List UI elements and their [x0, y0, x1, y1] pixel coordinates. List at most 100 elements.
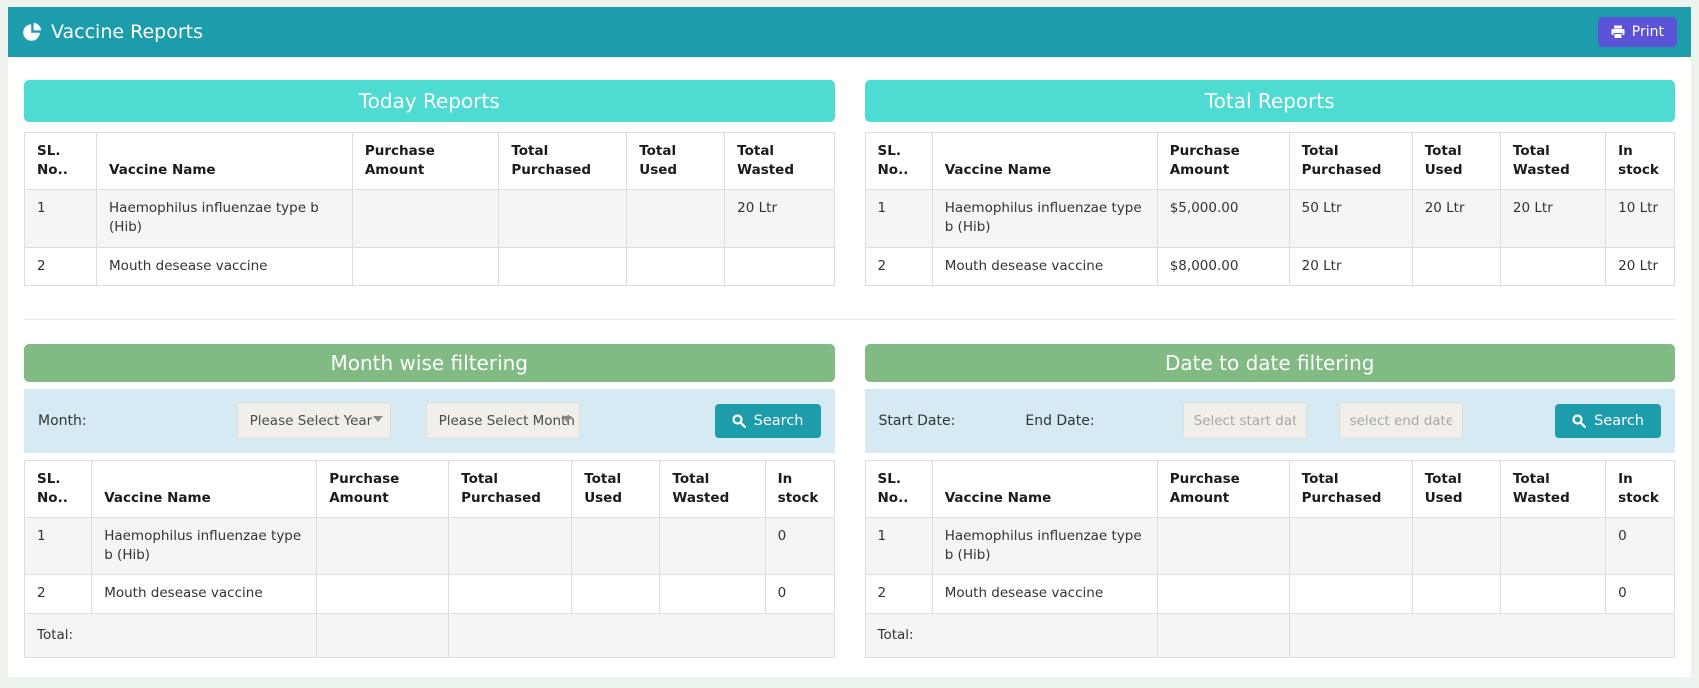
- today-reports-title: Today Reports: [358, 89, 500, 113]
- filtering-row: Month wise filtering Month: Please Selec…: [23, 343, 1676, 658]
- page-title: Vaccine Reports: [51, 21, 203, 43]
- total-reports-table: SL. No.. Vaccine Name Purchase Amount To…: [864, 131, 1676, 286]
- cell-total-purchase-amount: [316, 612, 450, 658]
- end-date-label: End Date:: [1025, 412, 1095, 429]
- column-header-in-stock: In stock: [764, 459, 835, 519]
- cell-total-rest: [1288, 612, 1676, 658]
- date-search-button[interactable]: Search: [1555, 403, 1661, 438]
- cell-total-wasted: [724, 246, 835, 286]
- month-filter-bar: Month: Please Select Year Please Select …: [24, 388, 835, 453]
- date-filter-table: SL. No.. Vaccine Name Purchase Amount To…: [864, 459, 1676, 658]
- column-header-sl-no: SL. No..: [864, 131, 933, 191]
- start-date-label: Start Date:: [878, 412, 956, 429]
- year-select[interactable]: Please Select Year: [236, 402, 391, 440]
- column-header-total-wasted: Total Wasted: [1499, 459, 1607, 519]
- cell-total-used: [1411, 574, 1501, 614]
- cell-in-stock: 0: [1605, 574, 1675, 614]
- print-button-label: Print: [1631, 24, 1664, 40]
- cell-total-purchased: 20 Ltr: [1288, 246, 1413, 286]
- column-header-sl-no: SL. No..: [23, 131, 98, 191]
- total-reports-header: Total Reports: [864, 80, 1675, 122]
- cell-total-used: [626, 246, 726, 286]
- cell-total-used: [1411, 517, 1501, 576]
- cell-sl: 1: [23, 517, 93, 576]
- table-header-row: SL. No.. Vaccine Name Purchase Amount To…: [864, 459, 1675, 519]
- cell-purchase-amount: [1156, 517, 1290, 576]
- cell-total-wasted: [659, 574, 766, 614]
- month-filter-header: Month wise filtering: [24, 343, 835, 382]
- table-header-row: SL. No.. Vaccine Name Purchase Amount To…: [864, 131, 1675, 191]
- column-header-total-used: Total Used: [626, 131, 726, 191]
- table-row: 2 Mouth desease vaccine 0: [23, 574, 835, 614]
- month-filter-title: Month wise filtering: [330, 350, 529, 375]
- print-button[interactable]: Print: [1597, 17, 1677, 47]
- cell-total-used: [571, 517, 661, 576]
- cell-total-wasted: [1499, 574, 1607, 614]
- cell-total-wasted: 20 Ltr: [724, 189, 835, 248]
- page-title-wrap: Vaccine Reports: [22, 21, 203, 43]
- table-row: 2 Mouth desease vaccine 0: [864, 574, 1675, 614]
- column-header-purchase-amount: Purchase Amount: [1156, 131, 1290, 191]
- month-filter-panel: Month wise filtering Month: Please Selec…: [23, 343, 835, 658]
- cell-total-purchased: [1288, 574, 1413, 614]
- column-header-vaccine-name: Vaccine Name: [91, 459, 318, 519]
- column-header-total-purchased: Total Purchased: [448, 459, 573, 519]
- cell-vaccine-name: Mouth desease vaccine: [931, 246, 1158, 286]
- today-reports-table: SL. No.. Vaccine Name Purchase Amount To…: [23, 131, 835, 286]
- year-select-value: Please Select Year: [249, 412, 373, 429]
- column-header-vaccine-name: Vaccine Name: [931, 459, 1158, 519]
- start-date-input[interactable]: [1182, 402, 1307, 440]
- cell-sl: 2: [23, 246, 98, 286]
- cell-vaccine-name: Haemophilus influenzae type b (Hib): [91, 517, 318, 576]
- cell-in-stock: 0: [764, 517, 835, 576]
- cell-vaccine-name: Mouth desease vaccine: [96, 246, 353, 286]
- total-row: Total:: [864, 612, 1676, 658]
- cell-vaccine-name: Mouth desease vaccine: [931, 574, 1158, 614]
- cell-purchase-amount: $5,000.00: [1156, 189, 1290, 248]
- date-filter-title: Date to date filtering: [1164, 350, 1375, 375]
- cell-sl: 1: [23, 189, 98, 248]
- end-date-input[interactable]: [1338, 402, 1463, 440]
- column-header-purchase-amount: Purchase Amount: [316, 459, 450, 519]
- column-header-total-wasted: Total Wasted: [724, 131, 835, 191]
- cell-sl: 1: [864, 517, 933, 576]
- cell-sl: 2: [864, 246, 933, 286]
- today-reports-header: Today Reports: [24, 80, 835, 122]
- cell-total-purchased: [448, 517, 573, 576]
- cell-total-label: Total:: [23, 612, 318, 658]
- cell-total-label: Total:: [864, 612, 1158, 658]
- month-search-button[interactable]: Search: [714, 403, 821, 438]
- search-icon: [1572, 414, 1587, 428]
- pie-chart-icon: [22, 22, 42, 42]
- date-filter-header: Date to date filtering: [864, 343, 1675, 382]
- search-button-label: Search: [1594, 412, 1644, 429]
- column-header-total-used: Total Used: [1411, 131, 1501, 191]
- column-header-sl-no: SL. No..: [23, 459, 93, 519]
- total-row: Total:: [23, 612, 835, 658]
- caret-down-icon: [372, 416, 383, 423]
- table-row: 2 Mouth desease vaccine: [23, 246, 835, 286]
- table-row: 1 Haemophilus influenzae type b (Hib) 0: [864, 517, 1675, 576]
- column-header-total-wasted: Total Wasted: [1499, 131, 1607, 191]
- cell-total-wasted: [1499, 246, 1607, 286]
- cell-total-purchased: [1288, 517, 1413, 576]
- date-filter-bar: Start Date: End Date: Search: [864, 388, 1675, 453]
- month-select-value: Please Select Month: [438, 412, 575, 429]
- column-header-in-stock: In stock: [1605, 131, 1675, 191]
- printer-icon: [1611, 25, 1625, 39]
- month-filter-table: SL. No.. Vaccine Name Purchase Amount To…: [23, 459, 835, 658]
- table-header-row: SL. No.. Vaccine Name Purchase Amount To…: [23, 131, 835, 191]
- page: Vaccine Reports Print Today Reports: [8, 7, 1691, 677]
- date-filter-panel: Date to date filtering Start Date: End D…: [864, 343, 1676, 658]
- column-header-vaccine-name: Vaccine Name: [96, 131, 353, 191]
- cell-total-wasted: [659, 517, 766, 576]
- cell-total-used: 20 Ltr: [1411, 189, 1501, 248]
- cell-in-stock: 20 Ltr: [1605, 246, 1675, 286]
- cell-total-wasted: [1499, 517, 1607, 576]
- column-header-total-purchased: Total Purchased: [498, 131, 628, 191]
- content-area: Today Reports SL. No.. Vaccine Name Purc…: [8, 57, 1691, 677]
- total-reports-panel: Total Reports SL. No.. Vaccine Name Purc…: [864, 80, 1676, 286]
- column-header-total-wasted: Total Wasted: [659, 459, 766, 519]
- cell-purchase-amount: [351, 189, 500, 248]
- month-select[interactable]: Please Select Month: [425, 402, 580, 440]
